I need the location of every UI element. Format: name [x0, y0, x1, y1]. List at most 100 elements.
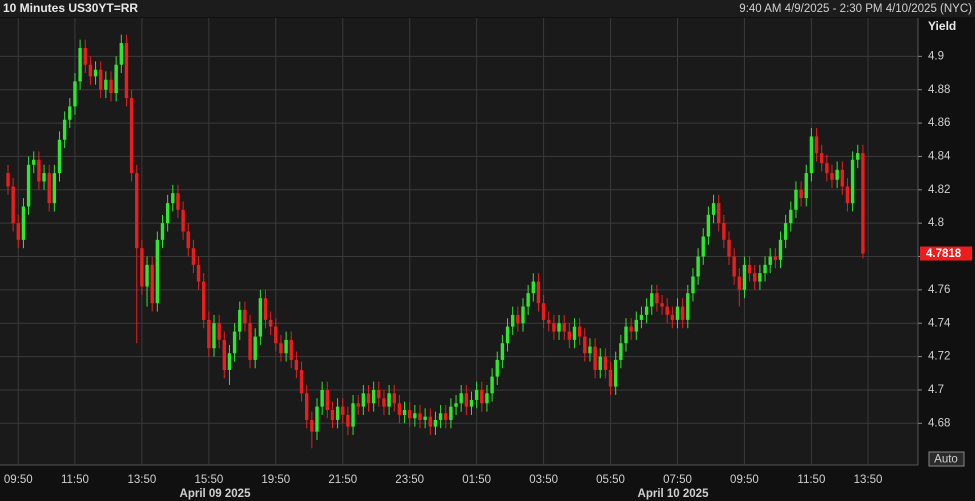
candle-body: [619, 343, 623, 360]
candle-body: [531, 281, 535, 294]
candle-body: [629, 326, 633, 332]
y-tick-label: 4.88: [928, 84, 950, 96]
candle-body: [83, 48, 87, 65]
candle-body: [196, 264, 201, 282]
x-tick-label: 07:50: [663, 474, 692, 486]
candle-body: [737, 276, 741, 290]
candle-body: [135, 173, 139, 249]
candle-body: [650, 293, 654, 307]
candle-body: [140, 248, 144, 287]
candle-body: [171, 193, 175, 204]
candle-body: [655, 293, 659, 304]
chart-subtitle: 9:40 AM 4/9/2025 - 2:30 PM 4/10/2025 (NY…: [739, 3, 972, 15]
plot-area: [0, 18, 918, 465]
y-tick-label: 4.72: [928, 351, 950, 363]
y-tick-label: 4.7: [928, 384, 944, 396]
candle-body: [47, 173, 51, 204]
auto-button[interactable]: [928, 451, 965, 467]
candle-body: [93, 69, 98, 77]
candle-body: [572, 326, 577, 340]
candles: [6, 34, 865, 449]
x-tick-label: 13:50: [854, 474, 883, 486]
candle-body: [856, 153, 860, 160]
candle-body: [850, 159, 855, 204]
candle-body: [758, 273, 762, 282]
candle-body: [773, 256, 778, 260]
candle-body: [696, 256, 700, 277]
candle-body: [680, 306, 685, 320]
candle-body: [68, 106, 72, 120]
candle-body: [330, 409, 335, 420]
x-tick-label: 19:50: [261, 474, 290, 486]
candle-body: [243, 309, 247, 324]
candle-body: [165, 203, 170, 224]
candle-body: [747, 264, 752, 274]
candle-body: [397, 403, 402, 415]
candle-body: [104, 79, 108, 90]
y-tick-label: 4.82: [928, 184, 950, 196]
candle-body: [248, 323, 252, 360]
candle-body: [99, 69, 103, 90]
candle-body: [335, 406, 340, 420]
candle-body: [835, 169, 839, 180]
candle-body: [490, 376, 494, 394]
x-tick-label: 03:50: [529, 474, 558, 486]
candle-body: [547, 319, 551, 324]
candle-body: [408, 409, 412, 419]
candle-body: [52, 173, 57, 204]
candle-body: [567, 331, 572, 340]
candle-body: [366, 393, 371, 404]
x-tick-label: 05:50: [596, 474, 625, 486]
candle-body: [124, 43, 129, 99]
candle-body: [603, 356, 608, 370]
candle-body: [691, 276, 695, 294]
candle-body: [253, 336, 257, 360]
candle-body: [686, 293, 690, 320]
candle-body: [294, 359, 299, 370]
candle-body: [310, 419, 314, 432]
y-tick-label: 4.86: [928, 117, 950, 129]
candle-body: [176, 193, 180, 210]
y-tick-label: 4.8: [928, 217, 944, 229]
candle-body: [614, 359, 618, 387]
candle-body: [423, 416, 427, 420]
date-label: April 09 2025: [180, 488, 252, 500]
candle-body: [428, 416, 432, 427]
candle-body: [825, 163, 829, 174]
candle-body: [763, 264, 767, 274]
candle-body: [701, 236, 705, 257]
last-value-label: 4.7818: [926, 248, 962, 260]
candle-body: [155, 239, 160, 304]
candle-body: [526, 293, 530, 307]
candle-body: [109, 79, 113, 94]
candle-body: [706, 214, 711, 237]
candle-body: [830, 173, 834, 180]
candle-body: [768, 256, 772, 265]
auto-button-label[interactable]: Auto: [934, 454, 958, 466]
candle-body: [268, 319, 273, 327]
candle-body: [238, 309, 242, 332]
y-tick-label: 4.76: [928, 284, 950, 296]
date-label: April 10 2025: [638, 488, 710, 500]
candle-body: [129, 98, 134, 174]
candle-body: [742, 264, 747, 290]
candle-body: [511, 314, 515, 327]
candle-body: [382, 398, 386, 407]
candle-body: [634, 319, 638, 332]
candle-body: [670, 314, 675, 320]
y-tick-label: 4.74: [928, 317, 951, 329]
header-bar: [0, 0, 975, 17]
candle-body: [402, 409, 407, 415]
candle-body: [804, 173, 808, 199]
candle-body: [505, 326, 510, 344]
candle-body: [799, 189, 803, 199]
candle-body: [480, 389, 484, 404]
candle-body: [160, 223, 165, 240]
chart-title: 10 Minutes US30YT=RR: [3, 1, 138, 15]
candle-body: [500, 343, 505, 360]
candle-body: [469, 399, 474, 407]
candle-body: [351, 403, 355, 427]
candle-body: [387, 393, 391, 407]
candle-body: [32, 159, 36, 165]
